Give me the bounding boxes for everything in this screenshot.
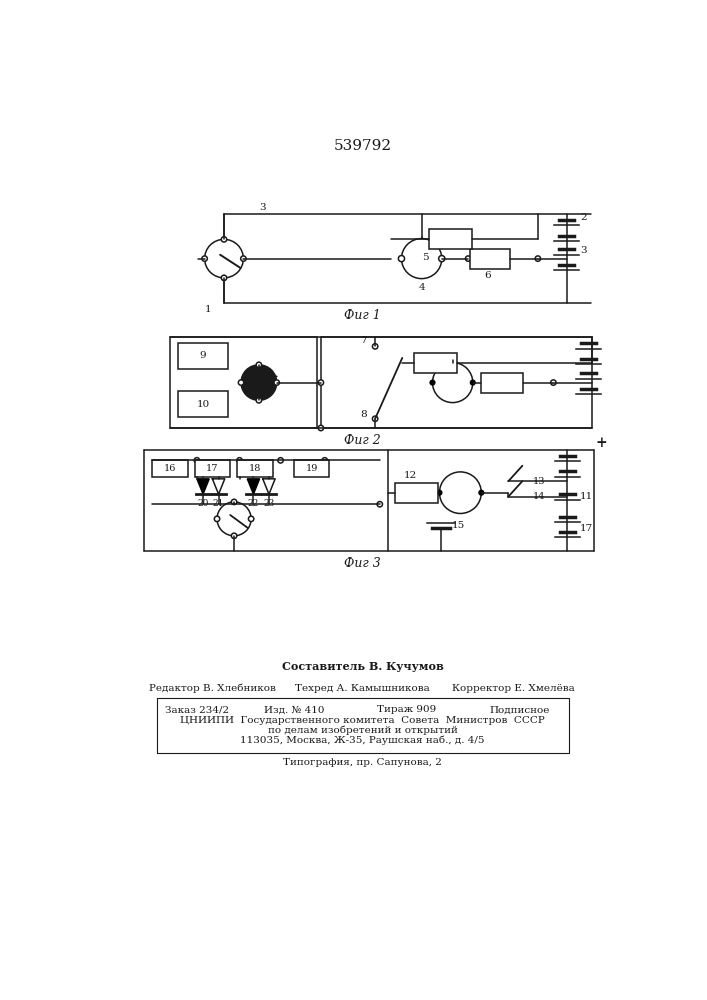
Bar xyxy=(429,229,472,249)
Circle shape xyxy=(231,533,237,538)
Text: 21: 21 xyxy=(213,499,224,508)
Circle shape xyxy=(438,256,445,262)
Polygon shape xyxy=(197,479,209,494)
Text: 23: 23 xyxy=(263,499,274,508)
Circle shape xyxy=(469,379,476,386)
Text: 12: 12 xyxy=(404,471,417,480)
Bar xyxy=(395,483,438,503)
Text: 9: 9 xyxy=(200,351,206,360)
Circle shape xyxy=(238,380,244,385)
Circle shape xyxy=(202,256,207,261)
Circle shape xyxy=(551,380,556,385)
Circle shape xyxy=(322,458,327,463)
Text: Редактор В. Хлебников: Редактор В. Хлебников xyxy=(149,684,276,693)
Circle shape xyxy=(256,362,262,368)
Circle shape xyxy=(248,516,254,522)
Circle shape xyxy=(231,499,237,505)
Text: 11: 11 xyxy=(579,492,592,501)
Bar xyxy=(481,373,523,393)
Circle shape xyxy=(214,516,220,522)
Text: 14: 14 xyxy=(533,492,546,501)
Text: 13: 13 xyxy=(533,477,546,486)
Circle shape xyxy=(237,458,243,463)
Text: 3: 3 xyxy=(259,203,266,212)
Text: Тираж 909: Тираж 909 xyxy=(377,705,436,714)
Text: Составитель В. Кучумов: Составитель В. Кучумов xyxy=(282,661,444,672)
Text: 10: 10 xyxy=(197,400,210,409)
Circle shape xyxy=(318,425,324,431)
Text: 6: 6 xyxy=(484,271,491,280)
Circle shape xyxy=(535,256,541,261)
Circle shape xyxy=(377,502,382,507)
Circle shape xyxy=(373,416,378,421)
Text: 8: 8 xyxy=(360,410,367,419)
Circle shape xyxy=(436,490,443,496)
Text: ЦНИИПИ  Государственного комитета  Совета  Министров  СССР: ЦНИИПИ Государственного комитета Совета … xyxy=(180,716,545,725)
Circle shape xyxy=(433,363,473,403)
Circle shape xyxy=(204,239,243,278)
Text: Подписное: Подписное xyxy=(489,705,549,714)
Circle shape xyxy=(429,379,436,386)
Bar xyxy=(194,460,230,477)
Text: 18: 18 xyxy=(249,464,261,473)
Circle shape xyxy=(194,458,199,463)
Circle shape xyxy=(478,490,484,496)
Circle shape xyxy=(440,472,481,513)
Text: 4: 4 xyxy=(419,283,425,292)
Text: Изд. № 410: Изд. № 410 xyxy=(264,705,324,714)
Circle shape xyxy=(221,237,227,242)
Circle shape xyxy=(438,256,445,262)
Bar xyxy=(469,249,510,269)
Text: 17: 17 xyxy=(579,524,592,533)
Text: 2: 2 xyxy=(580,213,587,222)
Circle shape xyxy=(318,380,324,385)
Circle shape xyxy=(398,256,404,262)
Bar xyxy=(152,460,187,477)
Bar xyxy=(321,337,592,428)
Text: 3: 3 xyxy=(580,246,587,255)
Text: 20: 20 xyxy=(197,499,209,508)
Bar xyxy=(414,353,457,373)
Text: Фиг 2: Фиг 2 xyxy=(344,434,381,447)
Text: 7: 7 xyxy=(360,336,367,345)
Text: 22: 22 xyxy=(248,499,259,508)
Text: 19: 19 xyxy=(305,464,317,473)
Circle shape xyxy=(465,256,471,261)
Text: 17: 17 xyxy=(206,464,218,473)
Circle shape xyxy=(274,380,279,385)
Circle shape xyxy=(221,275,227,281)
Text: Заказ 234/2: Заказ 234/2 xyxy=(165,705,229,714)
Text: 16: 16 xyxy=(163,464,176,473)
Bar xyxy=(170,337,317,428)
Circle shape xyxy=(256,398,262,403)
Circle shape xyxy=(240,256,246,261)
Text: Техред А. Камышникова: Техред А. Камышникова xyxy=(296,684,430,693)
Circle shape xyxy=(402,239,442,279)
Circle shape xyxy=(241,365,276,400)
Text: Фиг 1: Фиг 1 xyxy=(344,309,381,322)
Text: Типография, пр. Сапунова, 2: Типография, пр. Сапунова, 2 xyxy=(284,758,442,767)
Bar xyxy=(237,460,273,477)
Polygon shape xyxy=(247,479,259,494)
Circle shape xyxy=(373,344,378,349)
Text: +: + xyxy=(595,436,607,450)
Bar xyxy=(293,460,329,477)
Text: Фиг 3: Фиг 3 xyxy=(344,557,381,570)
Text: 5: 5 xyxy=(422,253,429,262)
Text: 113035, Москва, Ж-35, Раушская наб., д. 4/5: 113035, Москва, Ж-35, Раушская наб., д. … xyxy=(240,736,485,745)
Circle shape xyxy=(398,256,404,262)
Circle shape xyxy=(217,502,251,536)
Text: 15: 15 xyxy=(452,521,464,530)
Text: Корректор Е. Хмелёва: Корректор Е. Хмелёва xyxy=(452,684,575,693)
Text: 539792: 539792 xyxy=(334,139,392,153)
Text: 1: 1 xyxy=(205,305,212,314)
Text: по делам изобретений и открытий: по делам изобретений и открытий xyxy=(268,726,457,735)
Bar xyxy=(177,391,228,417)
Bar xyxy=(177,343,228,369)
Circle shape xyxy=(278,458,284,463)
